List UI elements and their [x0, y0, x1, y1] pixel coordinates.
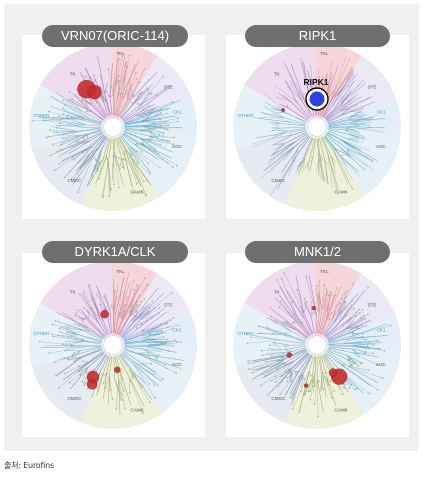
- group-label-ck1: CK1: [377, 109, 386, 114]
- group-label-agc: AGC: [172, 144, 183, 149]
- sector-cmgc: [31, 127, 114, 205]
- group-label-camk: CAMK: [334, 407, 348, 412]
- group-label-ste: STE: [368, 302, 377, 307]
- kinome-tree-ripk1: TK TKL STE CK1 AGC CAMK CMGC OTHER RIPK1: [233, 43, 401, 211]
- sector-agc: [317, 127, 401, 196]
- sector-tk: [40, 261, 113, 345]
- group-label-tk: TK: [274, 71, 281, 76]
- group-label-cmgc: CMGC: [271, 396, 286, 401]
- inhibition-hit-marker: [100, 309, 109, 319]
- sector-tk: [40, 43, 113, 127]
- sector-tkl: [110, 261, 158, 345]
- inhibition-hit-marker: [303, 383, 309, 388]
- ripk1-marker: [309, 91, 325, 107]
- group-label-cmgc: CMGC: [67, 396, 82, 401]
- group-label-camk: CAMK: [130, 407, 144, 412]
- panel-dyrk1a-clk: TK TKL STE CK1 AGC CAMK CMGC OTHER: [22, 253, 205, 437]
- panel-title-mnk1-2: MNK1/2: [245, 241, 390, 263]
- sector-ck1: [113, 95, 197, 135]
- inhibition-hit-marker: [281, 108, 285, 112]
- group-label-tkl: TKL: [116, 51, 125, 56]
- group-label-other: OTHER: [33, 331, 50, 336]
- sector-camk: [81, 345, 162, 429]
- inhibition-hit-marker: [311, 305, 316, 311]
- panel-title-ripk1: RIPK1: [245, 25, 390, 47]
- panel-title-vrn07: VRN07(ORIC-114): [42, 25, 188, 47]
- inhibition-hit-marker: [114, 366, 121, 374]
- group-label-ste: STE: [368, 84, 377, 89]
- sector-cmgc: [235, 127, 317, 205]
- panel-ripk1: TK TKL STE CK1 AGC CAMK CMGC OTHER RIPK1: [226, 35, 409, 219]
- group-label-tk: TK: [70, 289, 77, 294]
- group-label-tk: TK: [70, 71, 77, 76]
- tree-branches: [32, 51, 183, 199]
- tree-center: [307, 335, 327, 355]
- kinome-tree-dyrk1a-clk: TK TKL STE CK1 AGC CAMK CMGC OTHER: [29, 261, 197, 429]
- sector-other: [233, 85, 317, 149]
- group-label-agc: AGC: [172, 362, 183, 367]
- sector-other: [233, 303, 317, 367]
- sector-cmgc: [31, 345, 114, 423]
- group-label-camk: CAMK: [130, 189, 144, 194]
- sector-camk: [81, 127, 162, 211]
- ripk1-label: RIPK1: [303, 77, 328, 87]
- group-label-camk: CAMK: [334, 189, 348, 194]
- group-label-tkl: TKL: [116, 269, 125, 274]
- tree-center: [103, 335, 123, 355]
- inhibition-hit-marker: [87, 84, 102, 100]
- panel-title-dyrk1a-clk: DYRK1A/CLK: [42, 241, 188, 263]
- sector-ste: [317, 273, 395, 345]
- group-label-cmgc: CMGC: [271, 178, 286, 183]
- inhibition-hit-marker: [328, 368, 338, 377]
- sector-tk: [244, 261, 317, 345]
- kinome-tree-vrn07: TK TKL STE CK1 AGC CAMK CMGC OTHER: [29, 43, 197, 211]
- panel-mnk1-2: TK TKL STE CK1 AGC CAMK CMGC OTHER: [226, 253, 409, 437]
- tree-branches: [38, 273, 185, 416]
- group-label-tkl: TKL: [320, 51, 329, 56]
- group-label-tkl: TKL: [320, 269, 329, 274]
- kinome-tree-mnk1-2: TK TKL STE CK1 AGC CAMK CMGC OTHER: [233, 261, 401, 429]
- group-label-other: OTHER: [33, 113, 50, 118]
- group-label-ck1: CK1: [173, 327, 182, 332]
- group-label-ck1: CK1: [377, 327, 386, 332]
- inhibition-hit-marker: [86, 379, 98, 390]
- sector-camk: [285, 345, 366, 429]
- source-caption: 출처: Eurofins: [4, 461, 54, 470]
- group-label-other: OTHER: [237, 331, 254, 336]
- group-label-cmgc: CMGC: [67, 178, 82, 183]
- sector-ck1: [113, 313, 197, 353]
- tree-center: [103, 117, 123, 137]
- group-label-ste: STE: [164, 84, 173, 89]
- sector-ste: [113, 55, 191, 127]
- tree-center: [307, 117, 327, 137]
- group-label-other: OTHER: [237, 113, 254, 118]
- group-label-tk: TK: [274, 289, 281, 294]
- sector-tkl: [110, 43, 158, 127]
- group-label-agc: AGC: [376, 362, 387, 367]
- group-label-ck1: CK1: [173, 109, 182, 114]
- group-label-agc: AGC: [376, 144, 387, 149]
- sector-camk: [285, 127, 366, 211]
- sector-agc: [113, 127, 197, 196]
- panel-vrn07: TK TKL STE CK1 AGC CAMK CMGC OTHER: [22, 35, 205, 219]
- inhibition-hit-marker: [286, 352, 293, 358]
- sector-tk: [244, 43, 317, 127]
- group-label-ste: STE: [164, 302, 173, 307]
